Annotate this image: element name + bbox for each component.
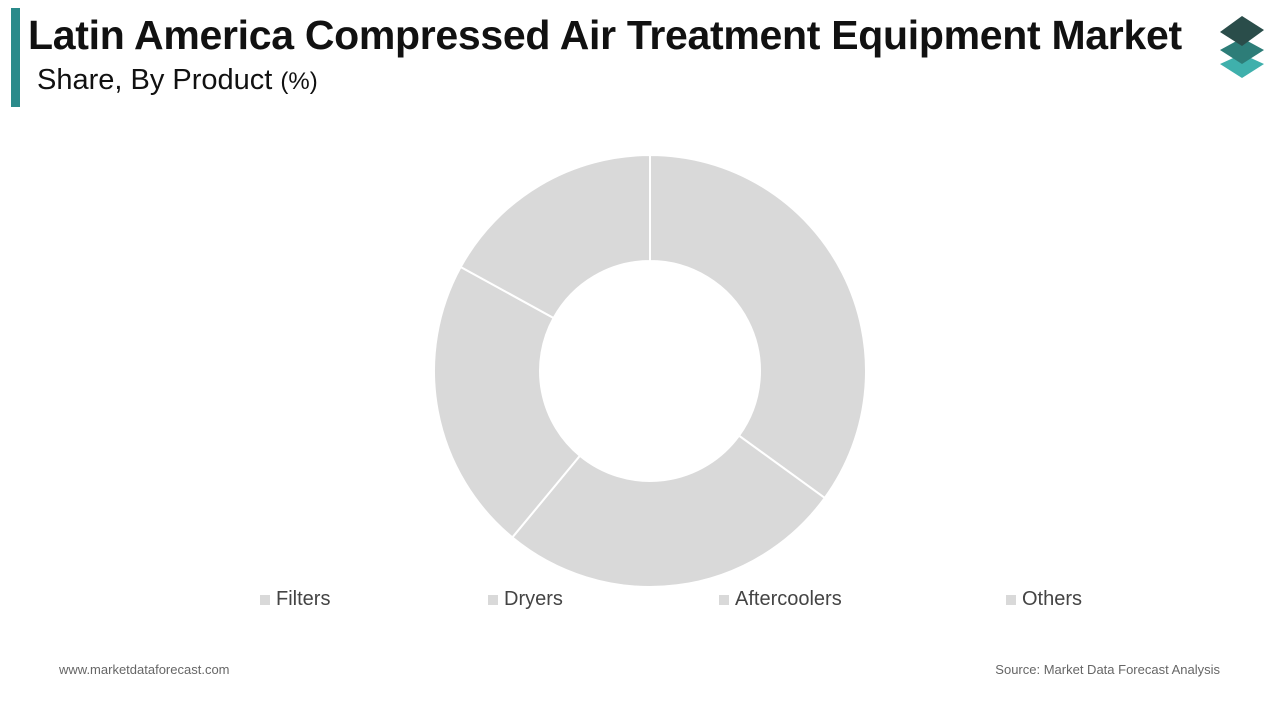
legend-swatch: [488, 594, 498, 605]
chart-title: Latin America Compressed Air Treatment E…: [28, 12, 1182, 58]
donut-segment: [510, 434, 827, 588]
legend-label: Others: [1022, 588, 1083, 610]
footer-website: www.marketdataforecast.com: [59, 662, 230, 677]
logo: [1220, 16, 1264, 78]
legend: Filters Dryers Aftercoolers Others: [0, 588, 1280, 614]
legend-label: Filters: [276, 588, 331, 610]
legend-label: Dryers: [504, 588, 563, 610]
footer-source: Source: Market Data Forecast Analysis: [995, 662, 1220, 677]
legend-swatch: [719, 594, 729, 605]
legend-item: Aftercoolers: [719, 588, 842, 611]
legend-swatch: [1006, 594, 1016, 605]
legend-item: Others: [1006, 588, 1082, 611]
donut-segment: [459, 153, 651, 320]
chart-subtitle: Share, By Product (%): [37, 64, 318, 97]
legend-label: Aftercoolers: [735, 588, 842, 610]
subtitle-text: Share, By Product: [37, 64, 273, 96]
accent-bar: [11, 8, 20, 107]
legend-swatch: [260, 594, 270, 605]
donut-segment: [433, 265, 582, 539]
legend-item: Dryers: [488, 588, 563, 611]
legend-item: Filters: [260, 588, 330, 611]
unit: (%): [280, 68, 318, 95]
donut-segment: [649, 153, 867, 500]
